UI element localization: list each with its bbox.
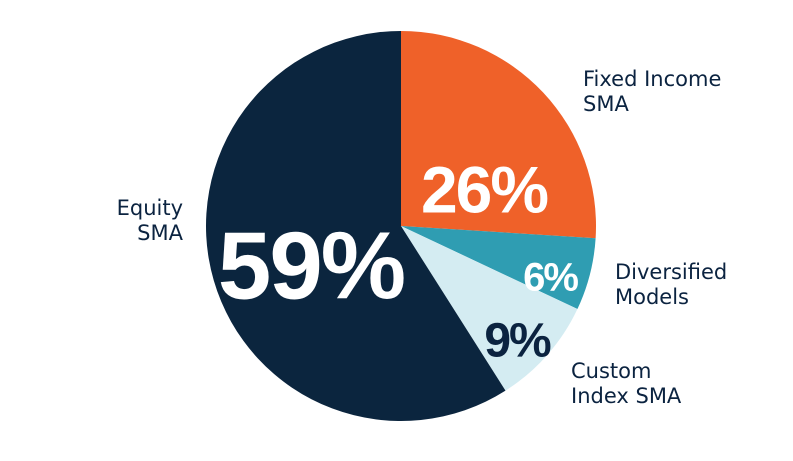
pie-slice-equity-sma	[205, 31, 506, 422]
pie-slice-diversified-models	[401, 226, 596, 310]
slice-label: Fixed Income SMA	[583, 67, 721, 116]
data-label: 26%	[421, 152, 547, 226]
pie-slice-fixed-income-sma	[401, 31, 597, 239]
pie-slice-custom-index-sma	[401, 226, 578, 391]
slice-label: Equity SMA	[117, 196, 184, 245]
slice-label: Custom Index SMA	[571, 359, 682, 408]
data-label: 6%	[523, 256, 578, 300]
slice-label: Diversified Models	[615, 260, 727, 309]
data-label: 59%	[218, 212, 404, 319]
data-label: 9%	[484, 315, 551, 368]
